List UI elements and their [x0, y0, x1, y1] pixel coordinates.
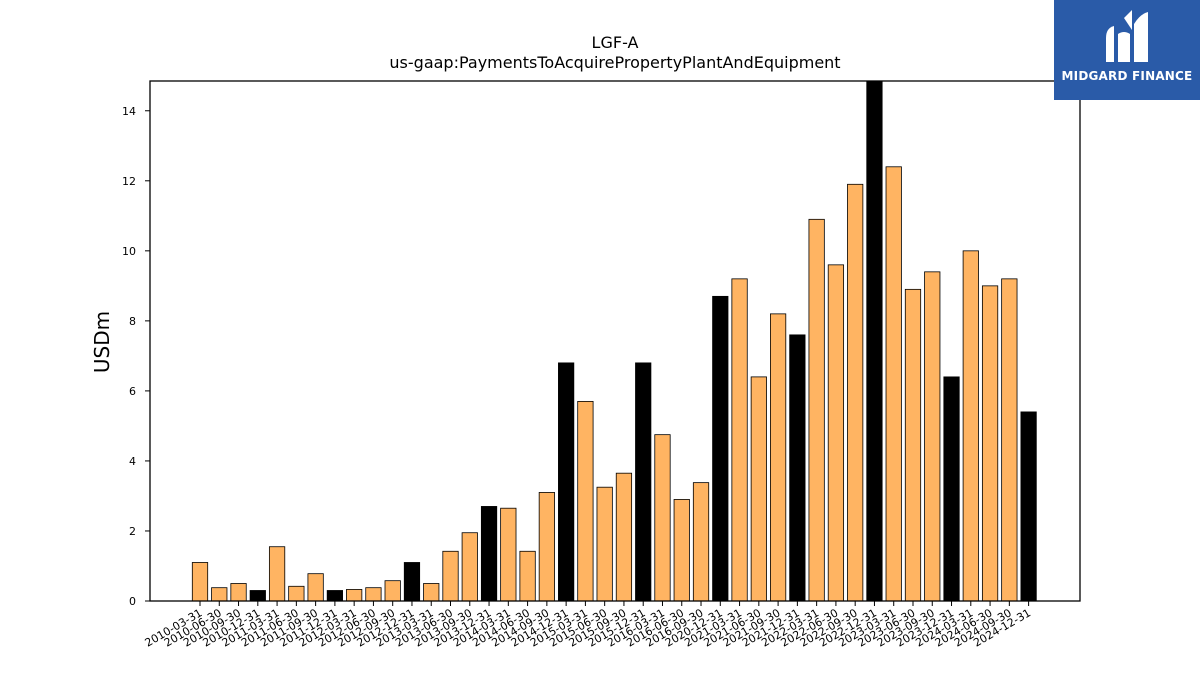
bar-2024-03-31 — [962, 250, 979, 602]
bar-2010-03-31 — [191, 562, 209, 602]
x-axis-ticks: 2010-03-312010-06-302010-09-302010-12-31… — [143, 601, 1033, 650]
bar-2010-12-31 — [249, 590, 266, 602]
bar-2021-06-30 — [750, 376, 767, 602]
bar-2023-03-31 — [885, 166, 902, 602]
y-tick-label: 14 — [122, 105, 136, 118]
y-axis-label: USDm — [90, 311, 114, 373]
brand-logo: MIDGARD FINANCE — [1054, 0, 1200, 100]
plot-frame — [149, 80, 1081, 602]
bar-2021-03-31 — [731, 278, 748, 602]
bar-2015-03-31 — [577, 400, 594, 602]
y-tick-label: 4 — [129, 455, 136, 468]
bar-2013-06-30 — [442, 550, 459, 602]
bar-2023-09-30 — [924, 271, 941, 602]
y-tick-label: 8 — [129, 315, 136, 328]
chart-subtitle: us-gaap:PaymentsToAcquirePropertyPlantAn… — [389, 53, 840, 72]
bar-2014-09-30 — [538, 492, 555, 602]
bar-2016-09-30 — [692, 482, 710, 602]
bar-2012-12-31 — [403, 562, 421, 602]
bar-2016-06-30 — [673, 499, 690, 602]
bar-2022-09-30 — [847, 183, 864, 602]
bar-2022-12-31 — [866, 80, 883, 602]
bar-2022-06-30 — [827, 264, 845, 602]
y-tick-label: 10 — [122, 245, 136, 258]
chart-title: LGF-A — [592, 33, 639, 52]
bar-2024-12-31 — [1020, 411, 1037, 602]
bar-2015-09-30 — [615, 472, 633, 602]
bar-2016-03-31 — [654, 434, 671, 602]
y-tick-label: 2 — [129, 525, 136, 538]
bar-2011-12-31 — [326, 590, 343, 602]
bar-2011-06-30 — [288, 585, 305, 602]
bar-2021-09-30 — [770, 313, 787, 602]
logo-text: MIDGARD FINANCE — [1061, 69, 1193, 83]
bar-2014-06-30 — [519, 550, 536, 602]
bar-2015-12-31 — [635, 362, 652, 602]
bar-2015-06-30 — [596, 486, 613, 602]
bars-group — [191, 80, 1037, 602]
bar-2012-06-30 — [365, 587, 382, 602]
bar-2011-03-31 — [268, 546, 286, 602]
bar-2010-09-30 — [230, 583, 247, 602]
y-tick-label: 12 — [122, 175, 136, 188]
y-tick-label: 6 — [129, 385, 136, 398]
bar-2012-09-30 — [384, 580, 401, 602]
bar-2014-03-31 — [500, 507, 517, 602]
bar-2021-12-31 — [789, 334, 806, 602]
bar-2013-03-31 — [423, 583, 440, 602]
bar-2013-09-30 — [461, 532, 478, 602]
bar-2014-12-31 — [558, 362, 575, 602]
bar-2023-12-31 — [943, 376, 960, 602]
bar-2020-12-31 — [712, 295, 729, 602]
bar-2024-09-30 — [1001, 278, 1018, 602]
y-axis-ticks: 0 2 4 6 8 10 12 14 — [122, 105, 150, 608]
bar-2023-06-30 — [904, 288, 922, 602]
bar-2013-12-31 — [480, 506, 498, 602]
bar-2012-03-31 — [346, 589, 363, 602]
bar-2024-06-30 — [981, 285, 999, 602]
logo-mark-icon — [1106, 10, 1148, 62]
bar-2011-09-30 — [307, 573, 324, 602]
y-tick-label: 0 — [129, 595, 136, 608]
bar-2010-06-30 — [211, 587, 228, 602]
bar-2022-03-31 — [808, 218, 825, 602]
